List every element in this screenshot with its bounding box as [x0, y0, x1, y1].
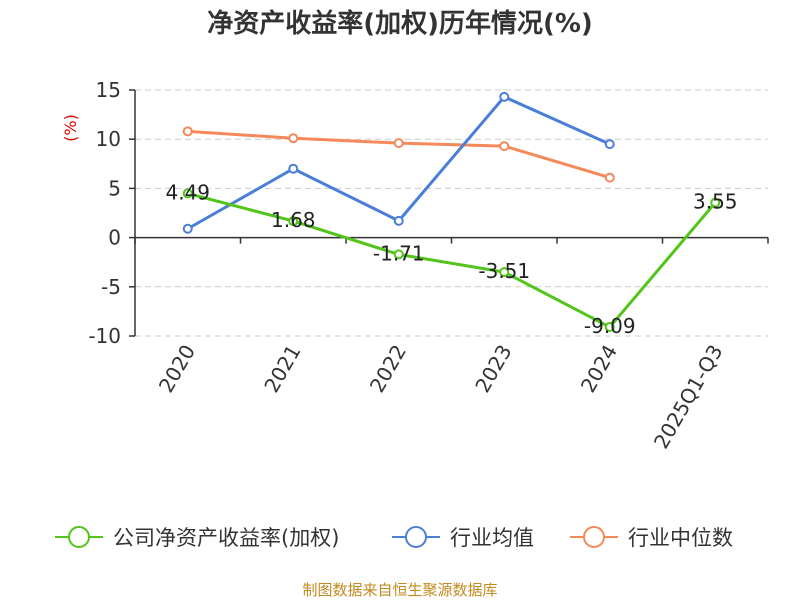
y-tick-labels: 15 10 5 0 -5 -10	[88, 78, 121, 348]
x-tick-label: 2020	[154, 341, 200, 397]
data-label: -9.09	[584, 314, 636, 338]
x-tick-label: 2023	[470, 341, 516, 397]
source-note: 制图数据来自恒生聚源数据库	[302, 581, 497, 599]
data-label: -1.71	[373, 241, 425, 265]
data-point[interactable]	[393, 138, 404, 149]
legend-item[interactable]: 公司净资产收益率(加权)	[55, 526, 339, 550]
data-label: 4.49	[165, 180, 210, 204]
data-point[interactable]	[182, 223, 193, 234]
data-label: -3.51	[478, 259, 530, 283]
y-tick-label: 15	[96, 78, 121, 102]
y-tick-label: -5	[101, 275, 121, 299]
legend-marker	[583, 526, 605, 548]
data-point[interactable]	[604, 172, 615, 183]
data-point[interactable]	[182, 188, 193, 199]
legend-label: 公司净资产收益率(加权)	[113, 526, 339, 550]
x-tick-labels: 2020 2021 2022 2023 2024 2025Q1-Q3	[154, 341, 728, 453]
series-line	[187, 191, 717, 329]
legend-item[interactable]: 行业均值	[392, 526, 534, 550]
legend-item[interactable]: 行业中位数	[570, 526, 733, 550]
data-point[interactable]	[499, 267, 510, 278]
x-tick-label: 2024	[576, 341, 622, 397]
series-lines	[182, 91, 721, 333]
x-tick-label: 2025Q1-Q3	[649, 341, 728, 453]
legend-label: 行业中位数	[628, 526, 733, 550]
data-point[interactable]	[393, 249, 404, 260]
grid-lines	[135, 89, 768, 337]
data-point[interactable]	[288, 216, 299, 227]
data-point[interactable]	[604, 139, 615, 150]
data-point[interactable]	[393, 215, 404, 226]
data-point[interactable]	[288, 163, 299, 174]
legend[interactable]: 公司净资产收益率(加权) 行业均值 行业中位数	[55, 526, 733, 550]
data-label: 1.68	[271, 208, 316, 232]
data-labels: 4.49 1.68 -1.71 -3.51 -9.09 3.55	[165, 180, 737, 338]
data-point[interactable]	[604, 322, 615, 333]
legend-label: 行业均值	[450, 526, 534, 550]
data-point[interactable]	[499, 91, 510, 102]
y-tick-label: 10	[96, 127, 121, 151]
x-tick-label: 2022	[365, 341, 411, 397]
y-tick-label: -10	[88, 324, 121, 348]
data-point[interactable]	[710, 197, 721, 208]
chart-title: 净资产收益率(加权)历年情况(%)	[207, 8, 593, 39]
legend-marker	[68, 526, 90, 548]
x-tick-label: 2021	[259, 341, 305, 397]
y-tick-label: 5	[108, 176, 121, 200]
y-tick-label: 0	[108, 226, 121, 250]
legend-marker	[405, 526, 427, 548]
data-point[interactable]	[182, 126, 193, 137]
data-point[interactable]	[288, 133, 299, 144]
data-point[interactable]	[499, 141, 510, 152]
data-label: 3.55	[693, 190, 738, 214]
axes	[129, 89, 769, 337]
y-axis-unit: (%)	[61, 114, 80, 142]
